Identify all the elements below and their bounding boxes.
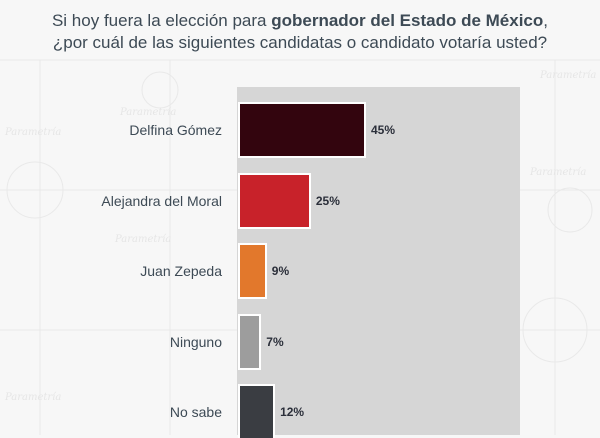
category-label: No sabe	[169, 404, 222, 420]
data-label: 12%	[280, 405, 305, 419]
data-label: 9%	[271, 264, 290, 278]
bar	[240, 386, 274, 438]
watermark-text: Parametría	[539, 70, 596, 81]
data-label: 7%	[266, 334, 284, 349]
category-label: Juan Zepeda	[140, 263, 222, 279]
bar	[240, 245, 265, 297]
bar	[240, 174, 309, 227]
data-label: 25%	[315, 193, 340, 208]
chart-subtitle: ¿por cuál de las siguientes candidatas o…	[52, 33, 548, 52]
category-label: Alejandra del Moral	[101, 192, 222, 209]
bar	[240, 315, 260, 368]
title-part: Si hoy fuera la elección para	[51, 11, 272, 30]
title-part: ,	[543, 11, 549, 30]
watermark-text: Parametría	[119, 107, 176, 118]
bar	[240, 104, 364, 156]
data-label: 45%	[371, 123, 396, 137]
watermark-text: Parametría	[114, 234, 171, 245]
category-label: Delfina Gómez	[129, 122, 222, 138]
chart-title-line-1: Si hoy fuera la elección para gobernador…	[0, 10, 600, 32]
category-label: Ninguno	[169, 333, 222, 350]
watermark-text: Parametría	[529, 167, 586, 178]
watermark-text: Parametría	[4, 392, 61, 403]
chart-title: Si hoy fuera la elección para gobernador…	[0, 10, 600, 54]
title-part-bold: gobernador del Estado de México	[271, 11, 544, 30]
